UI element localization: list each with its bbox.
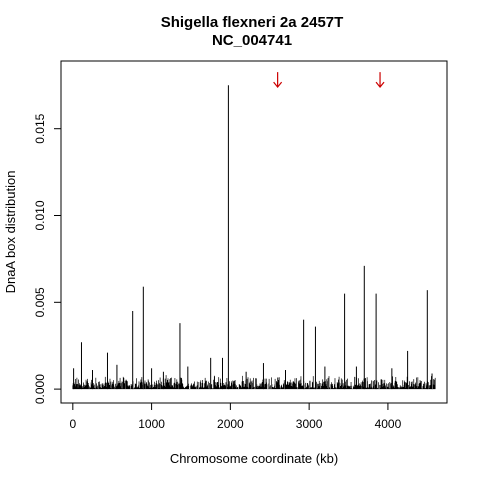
x-tick-label: 0 [69,417,76,431]
x-axis-label: Chromosome coordinate (kb) [170,451,338,466]
plot-frame [60,60,448,404]
y-axis-label: DnaA box distribution [3,171,18,294]
marker-layer [273,72,385,89]
y-tick-label: 0.005 [33,287,47,317]
chart-subtitle: NC_004741 [212,32,292,49]
y-tick-label: 0.015 [33,113,47,143]
y-tick-label: 0.010 [33,200,47,230]
x-axis: 0 1000 2000 3000 4000 [69,402,402,431]
x-tick-label: 3000 [296,417,323,431]
baseline-noise-bars [72,375,436,390]
data-layer [72,85,436,390]
x-tick-label: 2000 [217,417,244,431]
chart-title: Shigella flexneri 2a 2457T [161,14,344,31]
x-tick-label: 4000 [375,417,402,431]
y-tick-label: 0.000 [33,374,47,404]
down-arrow-icon [375,72,385,89]
down-arrow-icon [273,72,283,89]
x-tick-label: 1000 [138,417,165,431]
y-axis: 0.000 0.005 0.010 0.015 [33,113,62,404]
